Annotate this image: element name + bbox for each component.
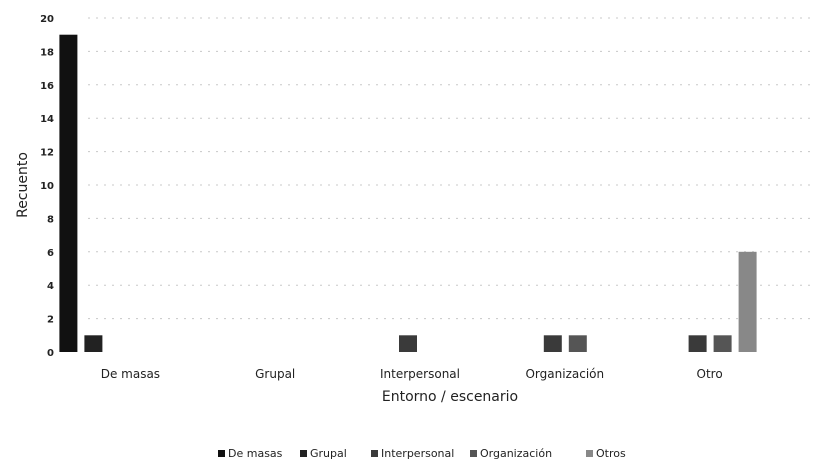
bars xyxy=(59,34,757,352)
legend-swatch xyxy=(371,450,378,457)
x-axis-categories: De masas Grupal Interpersonal Organización O… xyxy=(101,367,723,381)
x-category-label: De masas xyxy=(101,367,160,381)
legend-label: Grupal xyxy=(310,447,347,460)
legend-label: Otros xyxy=(596,447,626,460)
legend-label: Organización xyxy=(480,447,552,460)
y-tick-label: 14 xyxy=(40,114,54,125)
y-tick-label: 16 xyxy=(40,81,54,92)
bar-organización-4 xyxy=(713,335,732,352)
gridlines xyxy=(88,17,812,320)
bar-interpersonal-3 xyxy=(543,335,562,352)
y-tick-label: 2 xyxy=(47,315,54,326)
legend-label: De masas xyxy=(228,447,283,460)
y-tick-label: 8 xyxy=(47,214,54,225)
legend-swatch xyxy=(300,450,307,457)
legend-label: Interpersonal xyxy=(381,447,454,460)
x-category-label: Grupal xyxy=(255,367,295,381)
bar-interpersonal-4 xyxy=(688,335,707,352)
bar-interpersonal-2 xyxy=(399,335,417,352)
bar-de-masas-0 xyxy=(59,34,78,352)
y-axis-ticks: 0 2 4 6 8 10 12 14 16 18 20 xyxy=(40,14,54,359)
x-category-label: Organización xyxy=(525,367,604,381)
y-axis-title: Recuento xyxy=(15,152,31,218)
legend-swatch xyxy=(470,450,477,457)
x-category-label: Otro xyxy=(697,367,723,381)
bar-otros-4 xyxy=(738,251,757,352)
x-axis-title: Entorno / escenario xyxy=(382,389,518,405)
legend-swatch xyxy=(586,450,593,457)
legend: De masas Grupal Interpersonal Organización O… xyxy=(218,447,626,460)
y-tick-label: 4 xyxy=(47,281,54,292)
bar-grupal-0 xyxy=(84,335,103,352)
y-tick-label: 0 xyxy=(47,348,54,359)
y-tick-label: 10 xyxy=(40,181,54,192)
x-category-label: Interpersonal xyxy=(380,367,460,381)
y-tick-label: 12 xyxy=(40,148,54,159)
y-tick-label: 20 xyxy=(40,14,54,25)
bar-organización-3 xyxy=(568,335,587,352)
legend-swatch xyxy=(218,450,225,457)
y-tick-label: 18 xyxy=(40,47,54,58)
y-tick-label: 6 xyxy=(47,248,54,259)
